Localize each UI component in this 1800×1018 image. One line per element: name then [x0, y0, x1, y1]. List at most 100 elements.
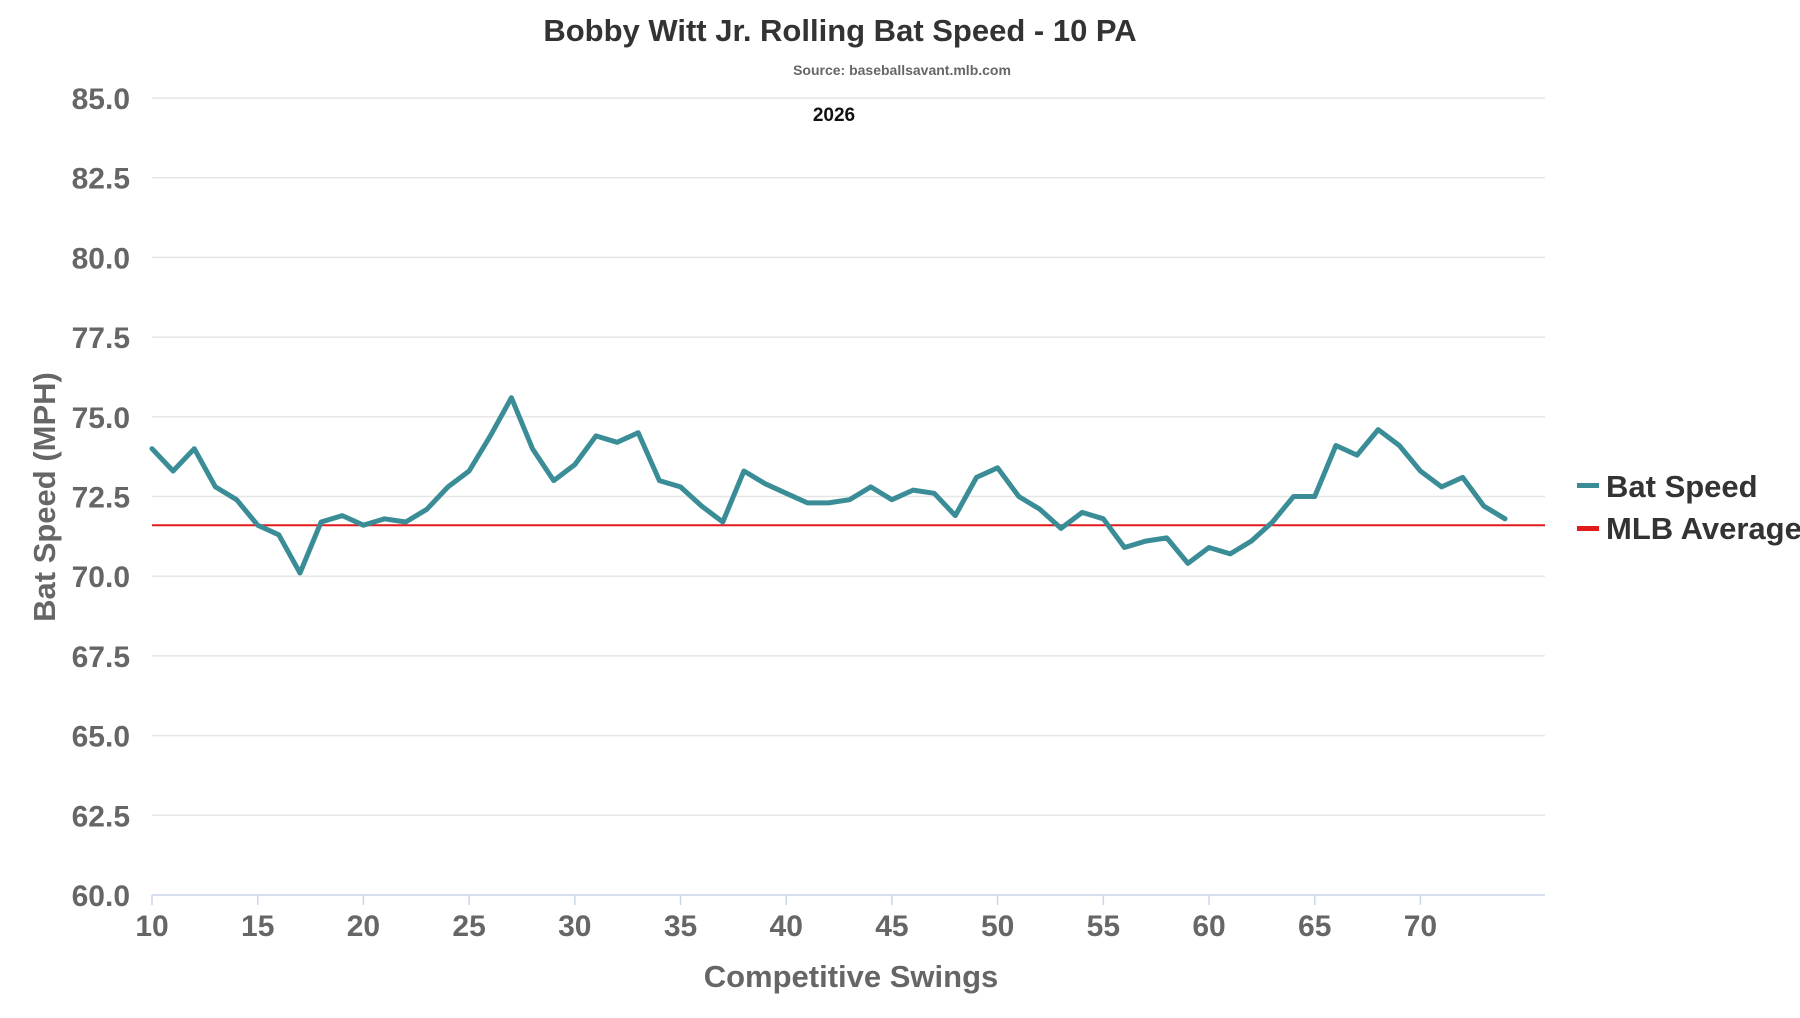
bat-speed-point[interactable] [337, 511, 347, 521]
bat-speed-point[interactable] [1204, 543, 1214, 553]
y-tick-label: 80.0 [72, 242, 130, 275]
bat-speed-point[interactable] [887, 495, 897, 505]
bat-speed-point[interactable] [971, 472, 981, 482]
bat-speed-point[interactable] [845, 495, 855, 505]
bat-speed-point[interactable] [697, 501, 707, 511]
x-tick-label: 65 [1298, 910, 1331, 943]
x-tick-label: 15 [241, 910, 274, 943]
legend-label-mlb-average[interactable]: MLB Average [1606, 511, 1800, 546]
x-tick-label: 40 [770, 910, 803, 943]
bat-speed-point[interactable] [528, 444, 538, 454]
bat-speed-point[interactable] [401, 517, 411, 527]
x-tick-label: 60 [1192, 910, 1225, 943]
bat-speed-point[interactable] [274, 530, 284, 540]
bat-speed-point[interactable] [612, 437, 622, 447]
bat-speed-point[interactable] [485, 431, 495, 441]
bat-speed-point[interactable] [1014, 492, 1024, 502]
bat-speed-point[interactable] [654, 476, 664, 486]
bat-speed-point[interactable] [1479, 501, 1489, 511]
y-tick-label: 62.5 [72, 800, 130, 833]
bat-speed-point[interactable] [591, 431, 601, 441]
legend-label-bat-speed[interactable]: Bat Speed [1606, 469, 1758, 504]
bat-speed-point[interactable] [570, 460, 580, 470]
bat-speed-point[interactable] [1183, 558, 1193, 568]
bat-speed-point[interactable] [506, 393, 516, 403]
bat-speed-point[interactable] [950, 511, 960, 521]
bat-speed-point[interactable] [908, 485, 918, 495]
bat-speed-point[interactable] [760, 479, 770, 489]
bat-speed-point[interactable] [443, 482, 453, 492]
bat-speed-point[interactable] [1500, 514, 1510, 524]
bat-speed-point[interactable] [1119, 543, 1129, 553]
bat-speed-point[interactable] [316, 517, 326, 527]
x-tick-label: 20 [347, 910, 380, 943]
x-axis-label: Competitive Swings [704, 959, 999, 994]
bat-speed-point[interactable] [1331, 440, 1341, 450]
legend-swatch-mlb-average [1577, 526, 1599, 531]
y-tick-label: 85.0 [72, 83, 130, 116]
bat-speed-point[interactable] [1225, 549, 1235, 559]
bat-speed-point[interactable] [1267, 517, 1277, 527]
bat-speed-group [147, 393, 1510, 578]
y-tick-label: 82.5 [72, 163, 130, 196]
bat-speed-line[interactable] [149, 395, 1508, 576]
bat-speed-point[interactable] [232, 495, 242, 505]
bat-speed-point[interactable] [633, 428, 643, 438]
bat-speed-point[interactable] [358, 520, 368, 530]
legend: Bat Speed MLB Average [1577, 469, 1800, 546]
x-tick-label: 70 [1404, 910, 1437, 943]
x-tick-label: 55 [1087, 910, 1120, 943]
legend-swatch-bat-speed [1577, 483, 1599, 488]
year-annotation: 2026 [813, 105, 855, 126]
bat-speed-point[interactable] [1394, 440, 1404, 450]
chart-title: Bobby Witt Jr. Rolling Bat Speed - 10 PA [543, 13, 1136, 48]
bat-speed-point[interactable] [1458, 472, 1468, 482]
x-tick-label: 50 [981, 910, 1014, 943]
y-tick-label: 60.0 [72, 880, 130, 913]
bat-speed-point[interactable] [422, 504, 432, 514]
bat-speed-point[interactable] [993, 463, 1003, 473]
y-tick-label: 77.5 [72, 322, 130, 355]
bat-speed-point[interactable] [464, 466, 474, 476]
chart-subtitle: Source: baseballsavant.mlb.com [793, 62, 1011, 78]
bat-speed-point[interactable] [718, 517, 728, 527]
bat-speed-point[interactable] [781, 488, 791, 498]
bat-speed-point[interactable] [295, 568, 305, 578]
bat-speed-point[interactable] [1035, 504, 1045, 514]
bat-speed-point[interactable] [1141, 536, 1151, 546]
bat-speed-point[interactable] [253, 520, 263, 530]
bat-speed-point[interactable] [1310, 492, 1320, 502]
bat-speed-point[interactable] [168, 466, 178, 476]
y-tick-label: 72.5 [72, 482, 130, 515]
y-tick-label: 65.0 [72, 721, 130, 754]
y-tick-label: 67.5 [72, 641, 130, 674]
bat-speed-point[interactable] [866, 482, 876, 492]
bat-speed-point[interactable] [147, 444, 157, 454]
bat-speed-point[interactable] [802, 498, 812, 508]
bat-speed-point[interactable] [380, 514, 390, 524]
bat-speed-point[interactable] [929, 488, 939, 498]
bat-speed-point[interactable] [676, 482, 686, 492]
bat-speed-point[interactable] [1415, 466, 1425, 476]
bat-speed-point[interactable] [824, 498, 834, 508]
bat-speed-point[interactable] [189, 444, 199, 454]
y-tick-label: 70.0 [72, 561, 130, 594]
bat-speed-point[interactable] [739, 466, 749, 476]
bat-speed-point[interactable] [549, 476, 559, 486]
bat-speed-point[interactable] [1352, 450, 1362, 460]
bat-speed-point[interactable] [1098, 514, 1108, 524]
y-axis-label: Bat Speed (MPH) [27, 372, 62, 622]
bat-speed-point[interactable] [1246, 536, 1256, 546]
bat-speed-point[interactable] [1373, 425, 1383, 435]
bat-speed-point[interactable] [1056, 523, 1066, 533]
bat-speed-point[interactable] [1162, 533, 1172, 543]
bat-speed-point[interactable] [1437, 482, 1447, 492]
bat-speed-point[interactable] [1077, 507, 1087, 517]
x-tick-label: 10 [135, 910, 168, 943]
bat-speed-point[interactable] [1289, 492, 1299, 502]
x-axis-ticks: 10 15 20 25 30 35 40 45 50 55 60 65 70 [135, 895, 1437, 943]
bat-speed-point[interactable] [210, 482, 220, 492]
x-tick-label: 35 [664, 910, 697, 943]
